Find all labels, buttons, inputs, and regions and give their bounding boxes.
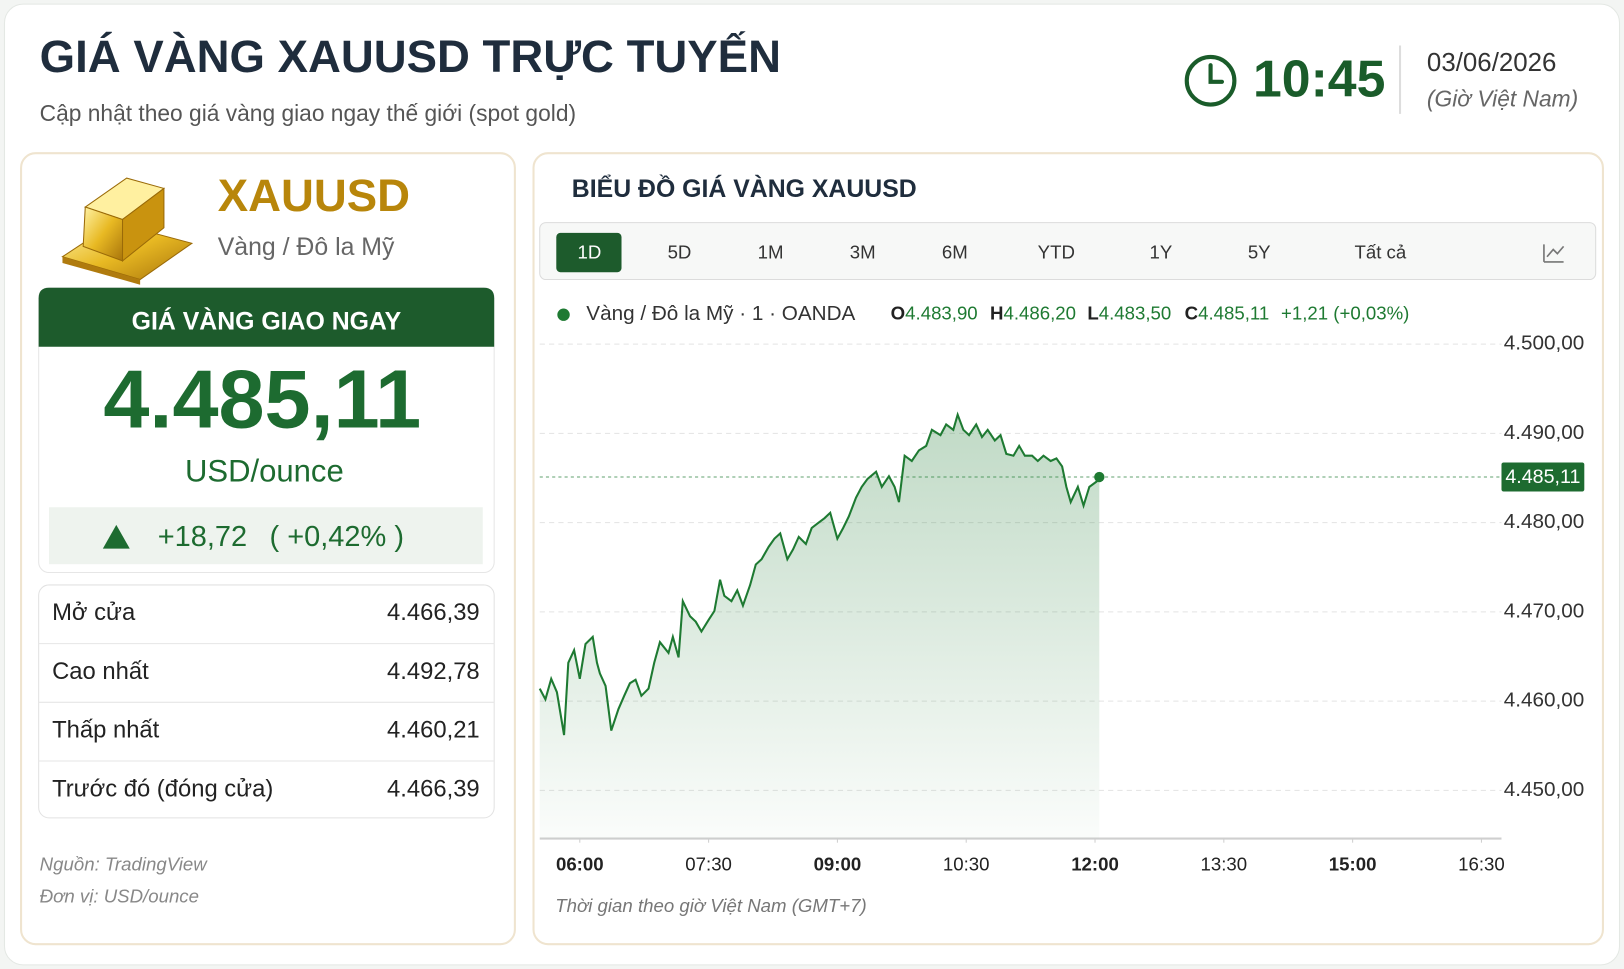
x-tick-label: 15:00 xyxy=(1329,853,1377,874)
timeframe-button[interactable]: 3M xyxy=(850,242,876,263)
area xyxy=(539,414,1100,839)
x-axis-label: Thời gian theo giờ Việt Nam (GMT+7) xyxy=(555,895,866,916)
y-tick-label: 4.500,00 xyxy=(1504,332,1585,355)
clock-hands xyxy=(1208,63,1225,84)
stat-value: 4.466,39 xyxy=(387,775,480,802)
page-title: GIÁ VÀNG XAUUSD TRỰC TUYẾN xyxy=(40,30,781,82)
x-tick-label: 12:00 xyxy=(1071,853,1119,874)
price-line-series xyxy=(538,411,1101,736)
stat-value: 4.460,21 xyxy=(387,717,480,744)
y-tick-label: 4.450,00 xyxy=(1504,778,1585,801)
y-tick-label: 4.480,00 xyxy=(1504,510,1585,533)
last-point xyxy=(1094,471,1105,483)
ohlc: O4.483,90 xyxy=(891,303,978,324)
stat-label: Trước đó (đóng cửa) xyxy=(52,775,273,802)
x-tick-label: 13:30 xyxy=(1201,853,1248,874)
ohlc-value: 4.485,11 xyxy=(1198,303,1269,324)
price: 4.485,11 xyxy=(103,353,421,446)
ohlc-value: 4.483,50 xyxy=(1099,303,1172,324)
ohlc: C4.485,11 xyxy=(1185,303,1270,324)
active-button[interactable] xyxy=(556,232,622,273)
ohlc-key: C xyxy=(1185,303,1198,324)
gold-icon xyxy=(61,177,194,285)
timeframe-button[interactable]: 1M xyxy=(758,242,784,263)
stats: Mở cửa 4.466,39 Cao nhất 4.492,78 Thấp nhất 4… xyxy=(38,599,495,802)
last-price-box xyxy=(1501,462,1585,492)
page-subtitle: Cập nhật theo giá vàng giao ngay thế giớ… xyxy=(40,100,576,126)
timeframe-button[interactable]: 1D xyxy=(578,242,602,263)
stat-value: 4.466,39 xyxy=(387,599,480,626)
change-pct: ( +0,42% ) xyxy=(270,521,404,553)
chart-title: BIỂU ĐỒ GIÁ VÀNG XAUUSD xyxy=(572,175,917,203)
y-tick-label: 4.460,00 xyxy=(1504,689,1585,712)
y-tick-label: 4.490,00 xyxy=(1504,421,1585,444)
stat-label: Thấp nhất xyxy=(52,717,160,744)
up-arrow xyxy=(102,524,130,549)
x-tick-label: 06:00 xyxy=(556,853,604,874)
banner-text: GIÁ VÀNG GIAO NGAY xyxy=(132,308,402,336)
ohlc-value: 4.486,20 xyxy=(1004,303,1077,324)
symbol: XAUUSD xyxy=(218,170,410,221)
chart-style-icon[interactable] xyxy=(1543,244,1565,263)
last-price-label: 4.485,11 xyxy=(1505,466,1580,488)
unit-note: Đơn vị: USD/ounce xyxy=(40,885,199,906)
change: +18,72 xyxy=(158,521,247,553)
legend-name: Vàng / Đô la Mỹ · 1 · OANDA xyxy=(586,302,855,325)
ohlc-value: 4.483,90 xyxy=(905,303,978,324)
source: Nguồn: TradingView xyxy=(40,853,209,874)
timeframe-button[interactable]: 6M xyxy=(942,242,968,263)
plot: Vàng / Đô la Mỹ · 1 · OANDA O4.483,90 H4.4… xyxy=(538,302,1585,916)
legend-change: +1,21 (+0,03%) xyxy=(1281,303,1409,324)
time: 10:45 xyxy=(1253,49,1385,107)
x-tick-label: 16:30 xyxy=(1458,853,1505,874)
timeframe-button[interactable]: 1Y xyxy=(1149,242,1172,263)
ohlc: L4.483,50 xyxy=(1087,303,1171,324)
stat-value: 4.492,78 xyxy=(387,658,480,685)
stat-label: Mở cửa xyxy=(52,599,136,626)
x-tick-label: 09:00 xyxy=(814,853,862,874)
banner xyxy=(38,287,495,347)
y-tick-label: 4.470,00 xyxy=(1504,599,1585,622)
ohlc: H4.486,20 xyxy=(990,303,1076,324)
timeframe-button[interactable]: YTD xyxy=(1038,242,1075,263)
ohlc-key: O xyxy=(891,303,905,324)
price-unit: USD/ounce xyxy=(185,453,344,488)
ohlc-key: L xyxy=(1087,303,1098,324)
date: 03/06/2026 xyxy=(1427,49,1557,77)
x-tick-label: 07:30 xyxy=(685,853,732,874)
timeframe-button[interactable]: Tất cả xyxy=(1354,242,1406,263)
symbol-name: Vàng / Đô la Mỹ xyxy=(218,234,395,261)
clock-icon xyxy=(1184,54,1237,107)
timeframe-button[interactable]: 5Y xyxy=(1248,242,1271,263)
ohlc-key: H xyxy=(990,303,1003,324)
timeframe-button[interactable]: 5D xyxy=(668,242,692,263)
stat-label: Cao nhất xyxy=(52,658,149,685)
timezone: (Giờ Việt Nam) xyxy=(1427,85,1578,111)
toolbar xyxy=(539,222,1597,281)
x-tick-label: 10:30 xyxy=(943,853,990,874)
timeframes: 1D 5D 1M 3M 6M YTD 1Y 5Y Tất cả xyxy=(556,232,1407,273)
legend-dot xyxy=(557,308,570,321)
